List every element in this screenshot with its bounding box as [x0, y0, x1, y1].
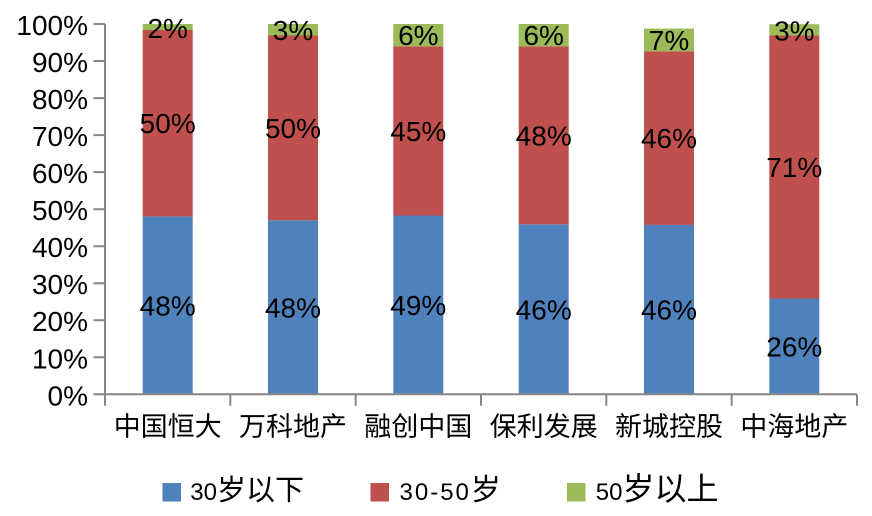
- svg-text:30-50: 30-50: [400, 479, 471, 506]
- svg-text:26%: 26%: [766, 331, 822, 362]
- svg-text:2%: 2%: [147, 13, 187, 44]
- svg-text:50%: 50%: [265, 113, 321, 144]
- svg-text:48%: 48%: [265, 292, 321, 323]
- svg-text:71%: 71%: [766, 152, 822, 183]
- svg-text:48%: 48%: [516, 120, 572, 151]
- svg-text:100%: 100%: [16, 10, 88, 41]
- svg-text:30: 30: [190, 479, 217, 506]
- svg-text:40%: 40%: [32, 232, 88, 263]
- svg-text:45%: 45%: [390, 116, 446, 147]
- svg-text:20%: 20%: [32, 306, 88, 337]
- svg-text:3%: 3%: [273, 15, 313, 46]
- svg-text:30%: 30%: [32, 269, 88, 300]
- svg-text:46%: 46%: [641, 295, 697, 326]
- svg-text:7%: 7%: [649, 25, 689, 56]
- svg-text:70%: 70%: [32, 121, 88, 152]
- svg-text:60%: 60%: [32, 158, 88, 189]
- svg-text:6%: 6%: [398, 20, 438, 51]
- svg-text:48%: 48%: [140, 290, 196, 321]
- svg-text:49%: 49%: [390, 290, 446, 321]
- svg-text:3%: 3%: [774, 15, 814, 46]
- svg-text:90%: 90%: [32, 47, 88, 78]
- svg-text:46%: 46%: [516, 294, 572, 325]
- svg-text:50: 50: [596, 479, 623, 506]
- svg-text:0%: 0%: [48, 380, 88, 411]
- svg-text:46%: 46%: [641, 123, 697, 154]
- svg-text:50%: 50%: [140, 108, 196, 139]
- svg-text:10%: 10%: [32, 343, 88, 374]
- svg-text:50%: 50%: [32, 195, 88, 226]
- svg-text:80%: 80%: [32, 84, 88, 115]
- svg-text:6%: 6%: [523, 20, 563, 51]
